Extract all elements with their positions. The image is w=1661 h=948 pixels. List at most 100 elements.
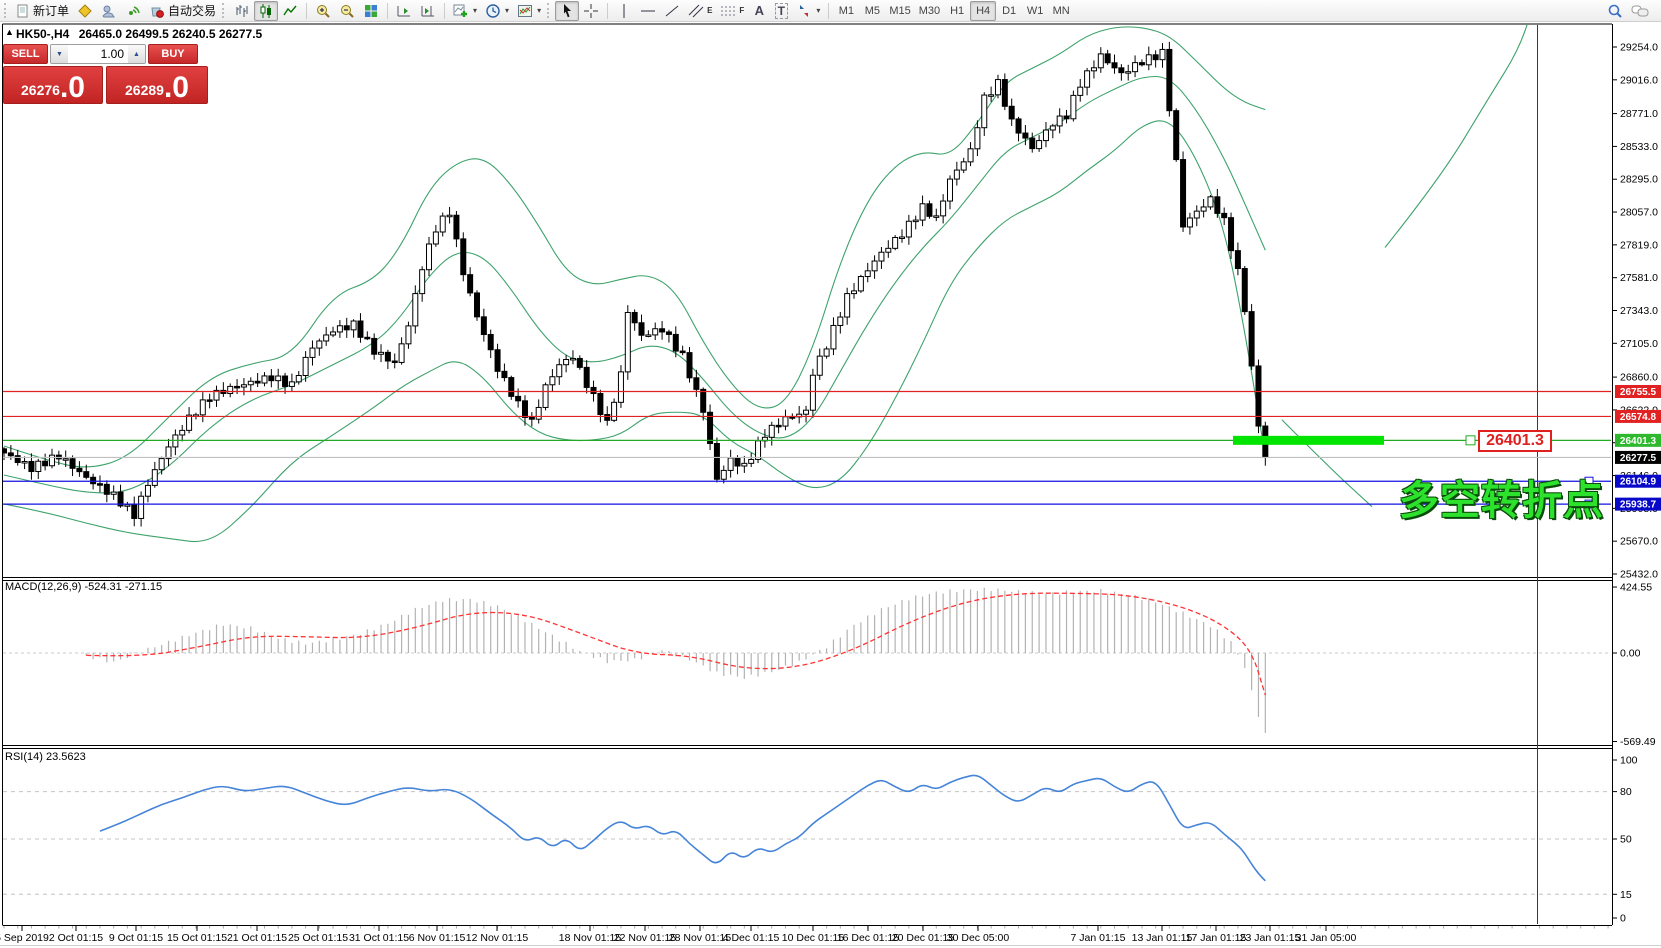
buy-button[interactable]: BUY [148,44,198,64]
svg-text:28533.0: 28533.0 [1620,141,1658,153]
turning-point-annotation[interactable]: 多空转折点 [1399,479,1604,523]
new-order-button[interactable]: 新订单 [12,1,73,21]
toolbar-grip[interactable] [222,3,226,18]
new-order-label: 新订单 [33,4,70,18]
trendline-tool-button[interactable] [660,1,684,21]
line-handle[interactable] [1465,435,1476,446]
bollinger-bands [3,25,1528,543]
market-watch-button[interactable] [97,1,121,21]
trendline-icon [665,5,679,16]
market-watch-icon [102,5,115,17]
zoom-in-button[interactable] [311,1,335,21]
cursor-tool-button[interactable] [555,0,580,21]
bar-chart-button[interactable] [230,1,254,21]
timeframe-button-M30[interactable]: M30 [918,4,941,17]
toolbar-separator [828,2,830,19]
timeframe-button-MN[interactable]: MN [1052,4,1070,17]
tile-windows-button[interactable] [359,1,383,21]
line-handle[interactable] [1584,499,1594,509]
fibonacci-tool-button[interactable]: F [716,1,748,21]
sell-price-panel[interactable]: 26276 .0 [3,66,103,104]
profiles-button[interactable] [73,1,97,21]
svg-text:16 Dec 01:15: 16 Dec 01:15 [837,932,900,944]
indicators-icon [453,4,468,17]
bollinger-tail-up [1384,25,1528,248]
one-click-collapse-icon[interactable]: ▲ [5,27,14,37]
timeframe-button-M1[interactable]: M1 [838,4,854,17]
svg-text:28771.0: 28771.0 [1620,108,1658,120]
chat-button[interactable] [1627,1,1653,21]
dropdown-caret-icon[interactable]: ▾ [537,6,542,15]
periods-clock-icon [486,3,500,18]
svg-text:18 Nov 01:15: 18 Nov 01:15 [559,932,622,944]
timeframe-button-M15[interactable]: M15 [889,4,911,17]
volume-increase-button[interactable]: ▲ [128,45,145,63]
buy-price-panel[interactable]: 26289 .0 [106,66,208,104]
line-handle[interactable] [1584,476,1594,486]
timeframe-button-H4[interactable]: H4 [970,0,997,21]
sell-price-pips: .0 [59,71,85,104]
crosshair-tool-button[interactable] [579,1,603,21]
svg-text:21 Oct 01:15: 21 Oct 01:15 [227,932,287,944]
search-button[interactable] [1603,1,1627,21]
zoom-out-button[interactable] [335,1,359,21]
svg-text:12 Nov 01:15: 12 Nov 01:15 [466,932,529,944]
svg-text:27105.0: 27105.0 [1620,338,1658,350]
periods-button[interactable]: ▾ [481,1,513,21]
buy-price-pips: .0 [163,71,189,104]
svg-text:31 Oct 01:15: 31 Oct 01:15 [349,932,409,944]
auto-trading-icon [151,7,164,18]
indicators-button[interactable]: ▾ [449,1,481,21]
price-badge [1615,409,1661,423]
candlestick-series [3,41,1269,527]
candlestick-chart-button[interactable] [254,0,279,21]
volume-decrease-button[interactable]: ▼ [51,45,68,63]
bar-chart-icon [236,4,248,17]
timeframe-button-H1[interactable]: H1 [950,4,965,17]
toolbar-separator [607,2,609,19]
chart-canvas[interactable]: 29254.0 29016.0 28771.0 28533.0 28295.0 28057… [0,22,1661,948]
label-tool-button[interactable]: T [770,1,792,21]
volume-input[interactable] [68,45,128,63]
rsi-indicator [3,774,1611,895]
svg-text:25670.0: 25670.0 [1620,536,1658,548]
bollinger-upper [3,26,1266,468]
main-toolbar: 新订单 自动交易 [0,0,1661,22]
tile-windows-icon [365,4,378,17]
svg-text:80: 80 [1620,786,1632,798]
chart-shift-button[interactable] [416,1,440,21]
ohlc-values: 26465.0 26499.5 26240.5 26277.5 [78,27,263,41]
highlighted-trend-segment[interactable] [1233,435,1384,445]
auto-trading-button[interactable]: 自动交易 [145,1,220,21]
svg-text:25432.0: 25432.0 [1620,568,1658,580]
label-tool-glyph: T [774,2,788,19]
templates-button[interactable]: ▾ [513,1,545,21]
timeframe-button-D1[interactable]: D1 [1002,4,1017,17]
text-tool-button[interactable]: A [748,1,770,21]
svg-text:29016.0: 29016.0 [1620,74,1658,86]
toolbar-grip[interactable] [4,3,8,18]
vertical-line-tool-button[interactable] [612,1,636,21]
timeframe-button-M5[interactable]: M5 [864,4,880,17]
arrows-tool-button[interactable]: ▾ [792,1,824,21]
svg-text:28 Nov 01:15: 28 Nov 01:15 [669,932,732,944]
one-click-trading-panel: SELL ▼ ▲ BUY 26276 .0 26289 .0 [3,44,218,104]
time-axis[interactable]: 5 Sep 2019 2 Oct 01:15 9 Oct 01:15 15 Oct 0… [0,926,1609,944]
toolbar-separator [306,2,308,19]
svg-text:100: 100 [1620,755,1638,767]
sell-button[interactable]: SELL [3,44,48,64]
timeframe-button-W1[interactable]: W1 [1026,4,1044,17]
dropdown-caret-icon[interactable]: ▾ [816,6,821,15]
svg-text:27581.0: 27581.0 [1620,272,1658,284]
signals-button[interactable] [121,1,145,21]
zoom-in-icon [317,4,330,18]
auto-scroll-button[interactable] [392,1,416,21]
line-chart-button[interactable] [278,1,302,21]
channel-tool-button[interactable]: E [684,1,716,21]
price-callout-box[interactable]: 26401.3 [1478,430,1552,452]
dropdown-caret-icon[interactable]: ▾ [473,6,478,15]
dropdown-caret-icon[interactable]: ▾ [505,6,510,15]
toolbar-grip[interactable] [547,3,551,18]
horizontal-line-tool-button[interactable] [636,1,660,21]
